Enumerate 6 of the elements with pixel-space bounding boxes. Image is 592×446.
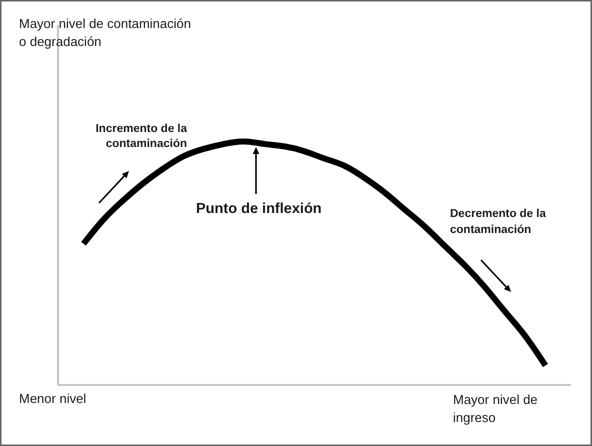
annotation: Decremento de la contaminación bbox=[450, 208, 546, 236]
text: Mayor nivel de contaminación o degradación bbox=[19, 16, 191, 49]
text: Menor nivel bbox=[19, 391, 86, 406]
annotation: Incremento de la contaminación bbox=[96, 123, 188, 150]
x-axis-title: Mayor nivel de ingreso bbox=[453, 392, 538, 425]
annotation: Punto de inflexión bbox=[196, 201, 322, 217]
